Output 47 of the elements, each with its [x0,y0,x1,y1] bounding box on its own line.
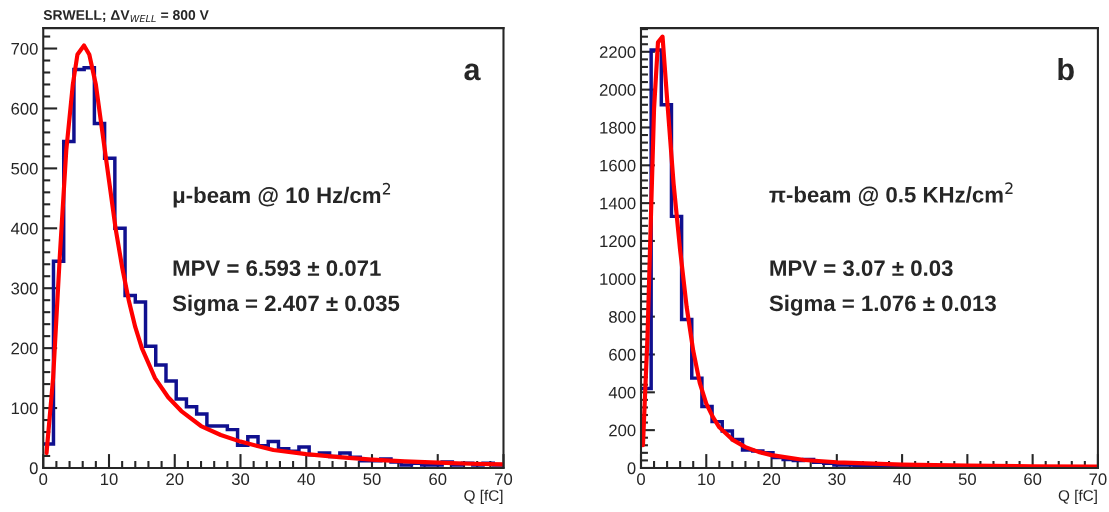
x-axis-title: Q [fC] [1058,489,1097,504]
annotation: Sigma = 2.407 ± 0.035 [172,294,400,316]
x-tick-label: 60 [429,473,447,486]
annotation: π-beam @ 0.5 KHz/cm$^{2}$ [769,182,1013,206]
y-tick-label: 1800 [600,121,636,134]
chart-title: SRWELL; ΔV$_{WELL}$ = 800 V [43,10,209,23]
x-tick-label: 60 [1024,473,1042,486]
x-tick-label: 0 [39,473,48,486]
y-tick-label: 800 [609,311,636,323]
x-tick-label: 10 [698,473,715,486]
x-tick-label: 50 [363,473,381,486]
y-tick-label: 600 [609,348,636,361]
y-tick-label: 300 [11,282,38,295]
x-tick-label: 20 [763,473,781,486]
x-tick-label: 40 [297,473,315,486]
y-tick-label: 700 [11,42,38,55]
x-tick-label: 30 [231,473,250,486]
annotation: MPV = 3.07 ± 0.03 [770,260,953,277]
x-axis-title: Q [fC] [464,489,503,504]
annotation: MPV = 6.593 ± 0.071 [173,260,381,277]
x-tick-label: 0 [637,473,645,486]
annotation: b [1058,57,1074,81]
annotation: μ-beam @ 10 Hz/cm$^{2}$ [173,182,391,208]
x-tick-label: 70 [495,473,513,486]
y-tick-label: 400 [608,386,636,399]
y-tick-label: 500 [11,162,38,175]
y-tick-label: 0 [627,462,636,475]
y-tick-label: 0 [29,462,38,475]
annotation: a [464,63,481,81]
y-tick-label: 400 [10,222,38,235]
y-tick-label: 100 [11,402,38,415]
y-tick-label: 600 [11,102,38,115]
x-tick-label: 40 [893,473,911,486]
x-tick-label: 10 [101,473,118,486]
y-tick-label: 1000 [600,273,636,286]
y-tick-label: 2000 [599,84,636,96]
x-tick-label: 30 [828,473,846,486]
x-tick-label: 50 [958,473,976,486]
y-tick-label: 200 [609,424,636,437]
y-tick-label: 200 [11,342,38,355]
y-tick-label: 1600 [600,159,636,172]
y-tick-label: 1400 [600,197,636,210]
y-tick-label: 1200 [600,235,636,248]
y-tick-label: 2200 [599,46,636,59]
x-tick-label: 20 [166,473,184,486]
x-tick-label: 70 [1089,473,1107,486]
annotation: Sigma = 1.076 ± 0.013 [769,294,996,316]
